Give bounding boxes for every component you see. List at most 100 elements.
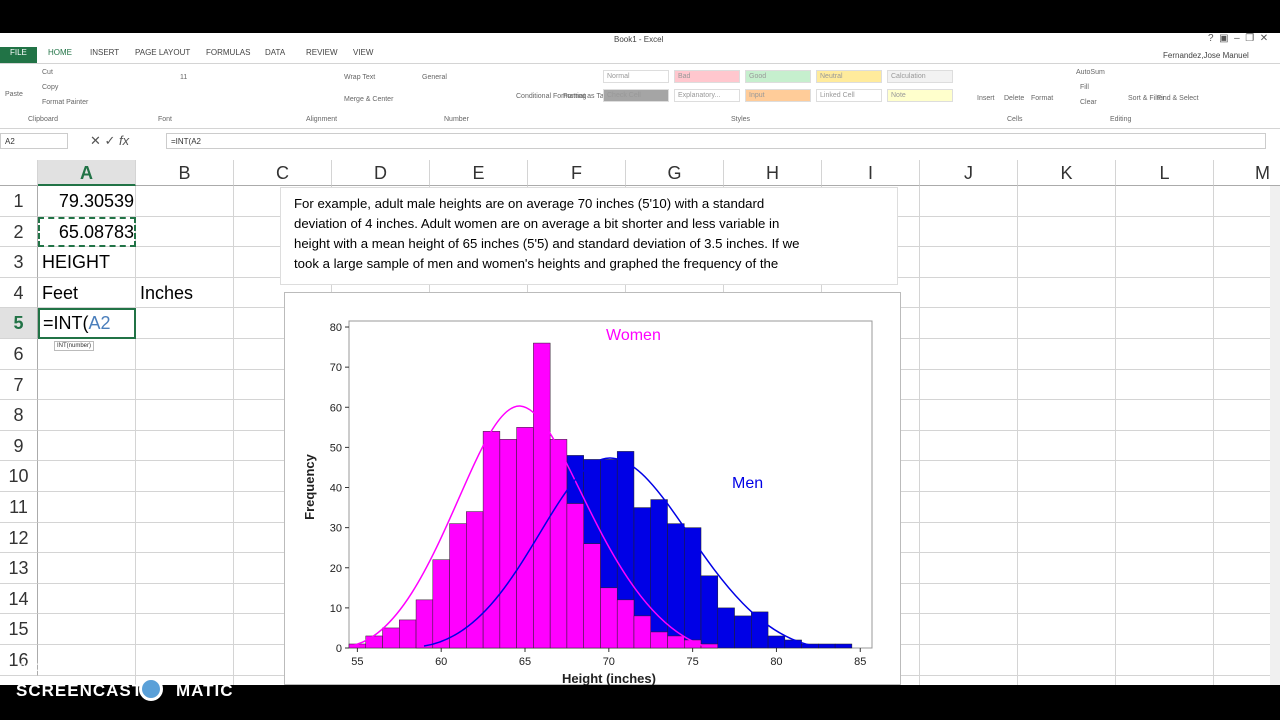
editing-button[interactable]: Fill	[1080, 84, 1089, 91]
column-header[interactable]: M	[1214, 160, 1280, 186]
histogram-bar	[667, 523, 685, 649]
column-header[interactable]: F	[528, 160, 626, 186]
active-cell[interactable]: =INT(A2	[38, 308, 136, 339]
styles-button[interactable]: Conditional Formatting	[516, 93, 587, 100]
editing-button[interactable]: Sort & Filter	[1128, 95, 1165, 102]
cell-style[interactable]: Bad	[674, 70, 740, 83]
row-header[interactable]: 2	[0, 216, 38, 248]
watermark-logo	[139, 677, 163, 701]
clipboard-button[interactable]: Format Painter	[42, 99, 89, 106]
column-header[interactable]: D	[332, 160, 430, 186]
ribbon-tab[interactable]: PAGE LAYOUT	[135, 48, 191, 57]
row-header[interactable]: 12	[0, 522, 38, 554]
column-header[interactable]: J	[920, 160, 1018, 186]
text-line: took a large sample of men and women's h…	[294, 256, 779, 271]
column-header[interactable]: E	[430, 160, 528, 186]
column-header[interactable]: K	[1018, 160, 1116, 186]
column-header[interactable]: G	[626, 160, 724, 186]
histogram-bar	[583, 543, 601, 649]
column-header[interactable]: L	[1116, 160, 1214, 186]
clipboard-button[interactable]: Paste	[5, 91, 23, 98]
row-header[interactable]: 14	[0, 583, 38, 615]
clipboard-button[interactable]: Copy	[42, 84, 59, 91]
column-header[interactable]: B	[136, 160, 234, 186]
cells-button[interactable]: Format	[1031, 95, 1054, 102]
histogram-bar	[834, 643, 853, 649]
cells-button[interactable]: Delete	[1004, 95, 1025, 102]
ribbon-tab[interactable]: INSERT	[90, 48, 120, 57]
cell[interactable]: 79.30539	[58, 191, 134, 211]
editing-button[interactable]: Clear	[1080, 99, 1097, 106]
alignment-button[interactable]: Wrap Text	[344, 74, 376, 81]
styles-button[interactable]: Format as Table	[563, 93, 614, 100]
y-axis-title: Frequency	[302, 453, 317, 520]
y-tick-label: 20	[330, 563, 342, 575]
watermark-brand: SCREENCAST	[16, 681, 144, 700]
cell-style[interactable]: Normal	[603, 70, 669, 83]
cell[interactable]: 65.08783	[58, 221, 134, 242]
editing-button[interactable]: AutoSum	[1076, 69, 1105, 76]
histogram-bar	[734, 615, 752, 649]
column-gridline	[1213, 186, 1214, 685]
row-header[interactable]: 16	[0, 645, 38, 676]
cell[interactable]: Feet	[42, 282, 79, 303]
scrollbar[interactable]	[1270, 186, 1280, 685]
column-gridline	[1017, 186, 1018, 685]
row-header[interactable]: 13	[0, 553, 38, 584]
ribbon-tab[interactable]: REVIEW	[306, 48, 338, 57]
name-box[interactable]: A2	[0, 133, 68, 149]
cell[interactable]: Inches	[140, 282, 194, 303]
column-header[interactable]: I	[822, 160, 920, 186]
cells-button[interactable]: Insert	[977, 95, 995, 102]
cell-style[interactable]: Neutral	[816, 70, 882, 83]
formula-input[interactable]: =INT(A2	[166, 133, 1266, 149]
alignment-button[interactable]: Merge & Center	[344, 96, 394, 103]
column-header[interactable]: A	[38, 160, 136, 186]
row-header[interactable]: 11	[0, 492, 38, 523]
cell-style[interactable]: Explanatory...	[674, 89, 740, 102]
ribbon-tab[interactable]: FILE	[10, 48, 27, 57]
row-header[interactable]: 15	[0, 614, 38, 645]
column-gridline	[919, 186, 920, 685]
cell-style[interactable]: Linked Cell	[816, 89, 882, 102]
editing-button[interactable]: Find & Select	[1157, 95, 1199, 102]
cell-style[interactable]: Good	[745, 70, 811, 83]
formula-buttons[interactable]: ✕ ✓ fx	[90, 133, 130, 148]
row-header[interactable]: 1	[0, 186, 38, 217]
window-controls[interactable]: ? ▣ – ❐ ✕	[1208, 33, 1269, 44]
histogram-bar	[667, 635, 685, 649]
ribbon-tab[interactable]: DATA	[265, 48, 286, 57]
ribbon-tab[interactable]: VIEW	[353, 48, 374, 57]
window-title: Book1 - Excel	[614, 35, 664, 44]
cell-style[interactable]: Check Cell	[603, 89, 669, 102]
row-header[interactable]: 5	[0, 308, 38, 339]
cell-style[interactable]: Input	[745, 89, 811, 102]
ribbon-group-label: Cells	[1007, 116, 1023, 123]
row-header[interactable]: 3	[0, 247, 38, 278]
row-header[interactable]: 8	[0, 400, 38, 431]
ribbon-group-label: Styles	[731, 116, 751, 123]
ribbon-tab[interactable]: HOME	[48, 48, 72, 57]
function-tooltip: INT(number)	[54, 341, 95, 351]
number-format[interactable]: General	[422, 74, 447, 81]
clipboard-button[interactable]: Cut	[42, 69, 53, 76]
row-header[interactable]: 9	[0, 430, 38, 462]
column-header[interactable]: H	[724, 160, 822, 186]
column-gridline	[135, 186, 136, 685]
cell-style[interactable]: Calculation	[887, 70, 953, 83]
column-header[interactable]: C	[234, 160, 332, 186]
font-size[interactable]: 11	[180, 74, 188, 81]
row-header[interactable]: 10	[0, 461, 38, 492]
histogram-bar	[633, 615, 651, 649]
histogram-bar	[382, 627, 400, 649]
row-header[interactable]: 6	[0, 339, 38, 370]
row-header[interactable]: 4	[0, 277, 38, 309]
y-tick-label: 50	[330, 442, 342, 454]
row-header[interactable]: 7	[0, 369, 38, 401]
y-tick-label: 30	[330, 523, 342, 535]
cell[interactable]: HEIGHT	[42, 252, 111, 273]
ribbon-group-label: Clipboard	[28, 116, 58, 123]
y-tick-label: 70	[330, 362, 342, 374]
cell-style[interactable]: Note	[887, 89, 953, 102]
ribbon-tab[interactable]: FORMULAS	[206, 48, 251, 57]
